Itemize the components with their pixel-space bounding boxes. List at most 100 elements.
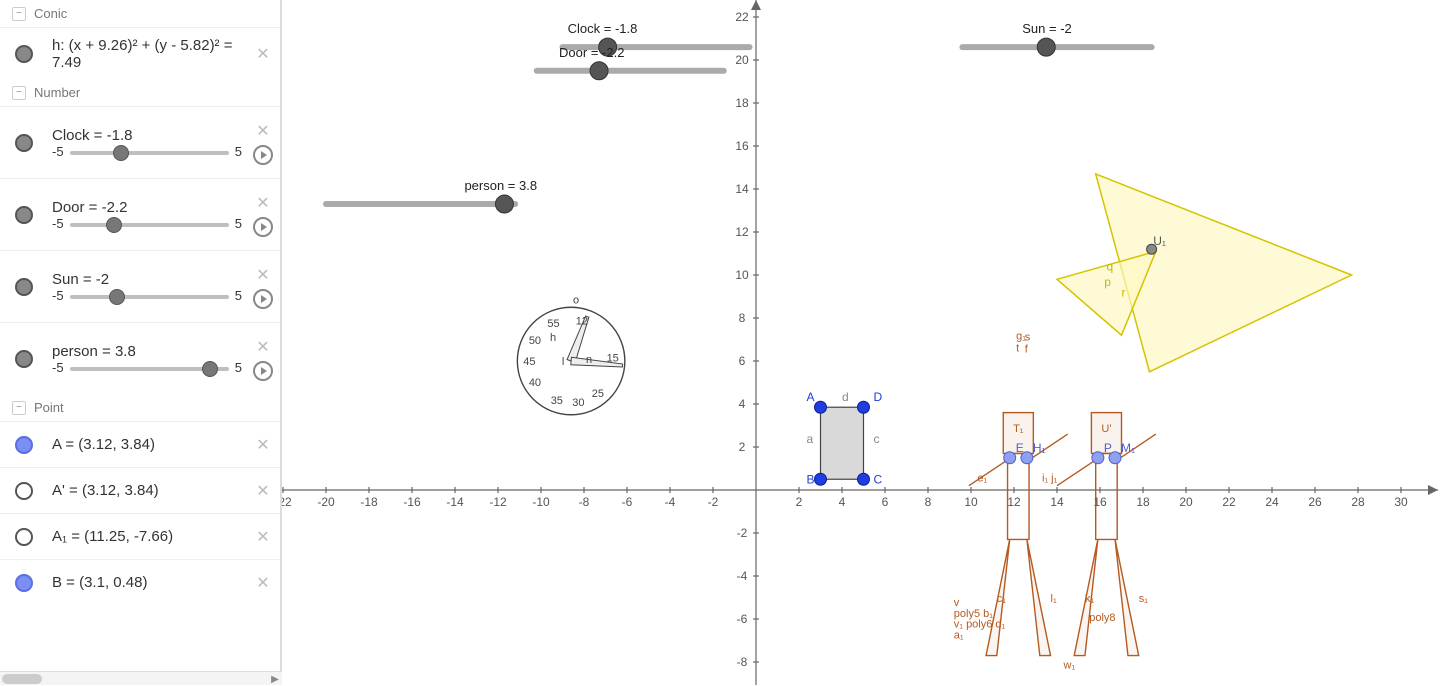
svg-text:l₁: l₁ xyxy=(1051,593,1057,605)
svg-text:a₁: a₁ xyxy=(954,629,964,641)
svg-text:s₁: s₁ xyxy=(1139,593,1149,605)
svg-text:B: B xyxy=(807,472,815,486)
point-H₁[interactable] xyxy=(1021,452,1033,464)
close-icon[interactable]: ✕ xyxy=(253,337,273,357)
number-item-0-slider[interactable] xyxy=(70,151,229,155)
svg-text:12: 12 xyxy=(576,316,588,328)
slider-thumb[interactable] xyxy=(202,361,218,377)
svg-text:-2: -2 xyxy=(708,495,719,509)
play-icon[interactable] xyxy=(253,145,273,165)
svg-text:25: 25 xyxy=(592,388,604,400)
close-icon[interactable]: ✕ xyxy=(253,573,273,593)
scroll-thumb[interactable] xyxy=(2,674,42,684)
close-icon[interactable]: ✕ xyxy=(253,435,273,455)
section-conic-title: Conic xyxy=(34,6,67,21)
slider-thumb[interactable] xyxy=(113,145,129,161)
point-M₁[interactable] xyxy=(1109,452,1121,464)
svg-text:l: l xyxy=(562,356,564,368)
visibility-toggle[interactable] xyxy=(15,528,33,546)
number-item-3-slider[interactable] xyxy=(70,367,229,371)
section-point[interactable]: − Point xyxy=(0,394,280,421)
svg-text:32: 32 xyxy=(1437,495,1438,509)
svg-text:35: 35 xyxy=(551,395,563,407)
visibility-toggle[interactable] xyxy=(15,45,33,63)
point-item-1[interactable]: A' = (3.12, 3.84) xyxy=(48,476,246,505)
svg-text:10: 10 xyxy=(735,268,749,282)
number-item-2-label[interactable]: Sun = -2 xyxy=(52,271,242,288)
visibility-toggle[interactable] xyxy=(15,482,33,500)
svg-text:o: o xyxy=(573,294,579,306)
canvas-slider-Sun-thumb[interactable] xyxy=(1037,38,1055,56)
visibility-toggle[interactable] xyxy=(15,278,33,296)
close-icon[interactable]: ✕ xyxy=(253,44,273,64)
svg-text:s: s xyxy=(1025,332,1031,344)
svg-text:26: 26 xyxy=(1308,495,1322,509)
point-D[interactable] xyxy=(858,401,870,413)
svg-text:10: 10 xyxy=(964,495,978,509)
visibility-toggle[interactable] xyxy=(15,436,33,454)
svg-text:-14: -14 xyxy=(446,495,464,509)
canvas-slider-Door-label: Door = -2.2 xyxy=(559,45,624,60)
graph-canvas[interactable]: -22-20-18-16-14-12-10-8-6-4-224681012141… xyxy=(282,0,1440,685)
svg-text:30: 30 xyxy=(572,397,584,409)
slider-thumb[interactable] xyxy=(109,289,125,305)
svg-text:40: 40 xyxy=(529,377,541,389)
canvas-slider-person-label: person = 3.8 xyxy=(464,178,537,193)
svg-text:14: 14 xyxy=(735,182,749,196)
visibility-toggle[interactable] xyxy=(15,134,33,152)
point-C[interactable] xyxy=(858,473,870,485)
algebra-panel[interactable]: − Conic h: (x + 9.26)² + (y - 5.82)² = 7… xyxy=(0,0,282,685)
svg-text:-6: -6 xyxy=(622,495,633,509)
visibility-toggle[interactable] xyxy=(15,350,33,368)
section-number[interactable]: − Number xyxy=(0,79,280,106)
collapse-icon[interactable]: − xyxy=(12,7,26,21)
play-icon[interactable] xyxy=(253,289,273,309)
play-icon[interactable] xyxy=(253,361,273,381)
slider-thumb[interactable] xyxy=(106,217,122,233)
scroll-right-icon[interactable]: ▶ xyxy=(268,672,282,686)
svg-text:18: 18 xyxy=(1136,495,1150,509)
svg-text:r: r xyxy=(1122,286,1126,300)
svg-text:4: 4 xyxy=(739,397,746,411)
close-icon[interactable]: ✕ xyxy=(253,527,273,547)
panel-hscrollbar[interactable]: ◀ ▶ xyxy=(0,671,282,685)
svg-text:p: p xyxy=(1104,275,1111,289)
number-item-2-slider[interactable] xyxy=(70,295,229,299)
canvas-slider-Door-thumb[interactable] xyxy=(590,62,608,80)
svg-text:22: 22 xyxy=(1222,495,1236,509)
svg-text:28: 28 xyxy=(1351,495,1365,509)
point-E[interactable] xyxy=(1004,452,1016,464)
svg-text:T₁: T₁ xyxy=(1013,423,1024,435)
collapse-icon[interactable]: − xyxy=(12,401,26,415)
svg-text:15: 15 xyxy=(607,352,619,364)
visibility-toggle[interactable] xyxy=(15,206,33,224)
close-icon[interactable]: ✕ xyxy=(253,481,273,501)
collapse-icon[interactable]: − xyxy=(12,86,26,100)
svg-text:20: 20 xyxy=(735,53,749,67)
conic-item-0[interactable]: h: (x + 9.26)² + (y - 5.82)² = 7.49 xyxy=(48,31,246,77)
svg-text:E: E xyxy=(1016,441,1024,455)
point-P[interactable] xyxy=(1092,452,1104,464)
number-item-1-label[interactable]: Door = -2.2 xyxy=(52,199,242,216)
close-icon[interactable]: ✕ xyxy=(253,193,273,213)
canvas-slider-person-thumb[interactable] xyxy=(495,195,513,213)
svg-text:q: q xyxy=(1106,260,1113,274)
section-conic[interactable]: − Conic xyxy=(0,0,280,27)
point-item-2[interactable]: A₁ = (11.25, -7.66) xyxy=(48,522,246,551)
point-B[interactable] xyxy=(815,473,827,485)
point-item-3[interactable]: B = (3.1, 0.48) xyxy=(48,568,246,597)
svg-text:-12: -12 xyxy=(489,495,507,509)
number-item-3-label[interactable]: person = 3.8 xyxy=(52,343,242,360)
close-icon[interactable]: ✕ xyxy=(253,265,273,285)
number-item-1-slider[interactable] xyxy=(70,223,229,227)
play-icon[interactable] xyxy=(253,217,273,237)
point-item-0[interactable]: A = (3.12, 3.84) xyxy=(48,430,246,459)
point-A[interactable] xyxy=(815,401,827,413)
number-item-0-label[interactable]: Clock = -1.8 xyxy=(52,127,242,144)
svg-text:t: t xyxy=(1016,342,1019,354)
svg-text:f: f xyxy=(1025,343,1029,355)
svg-text:-20: -20 xyxy=(317,495,335,509)
close-icon[interactable]: ✕ xyxy=(253,121,273,141)
section-number-title: Number xyxy=(34,85,80,100)
visibility-toggle[interactable] xyxy=(15,574,33,592)
